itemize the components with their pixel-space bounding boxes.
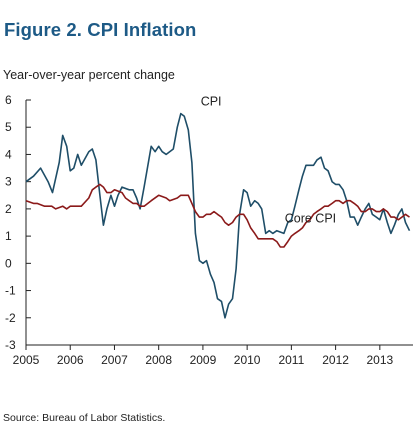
x-tick-label: 2007 (101, 353, 128, 367)
y-tick-label: 5 (5, 120, 12, 134)
core-cpi-series-label: Core CPI (285, 212, 336, 226)
y-tick-label: -1 (5, 284, 16, 298)
figure-title: Figure 2. CPI Inflation (4, 19, 197, 40)
source-note: Source: Bureau of Labor Statistics. (3, 412, 166, 424)
x-tick-label: 2013 (366, 353, 393, 367)
cpi-series-line (25, 112, 411, 319)
y-tick-label: 6 (5, 93, 12, 107)
y-tick-label: 3 (5, 175, 12, 189)
y-tick-label: 0 (5, 256, 12, 270)
x-tick-label: 2008 (145, 353, 172, 367)
y-tick-label: -2 (5, 311, 16, 325)
x-tick-label: 2006 (57, 353, 84, 367)
core-cpi-series-line (25, 183, 410, 248)
x-tick-label: 2010 (234, 353, 261, 367)
y-axis-label: Year-over-year percent change (3, 68, 175, 82)
x-tick-label: 2012 (322, 353, 349, 367)
x-tick-label: 2009 (190, 353, 217, 367)
y-tick-label: 2 (5, 202, 12, 216)
y-tick-label: 4 (5, 147, 12, 161)
cpi-series-label: CPI (201, 95, 222, 109)
y-tick-label: 1 (5, 229, 12, 243)
x-tick-label: 2011 (278, 353, 304, 367)
x-tick-label: 2005 (13, 353, 40, 367)
y-tick-label: -3 (5, 338, 16, 352)
